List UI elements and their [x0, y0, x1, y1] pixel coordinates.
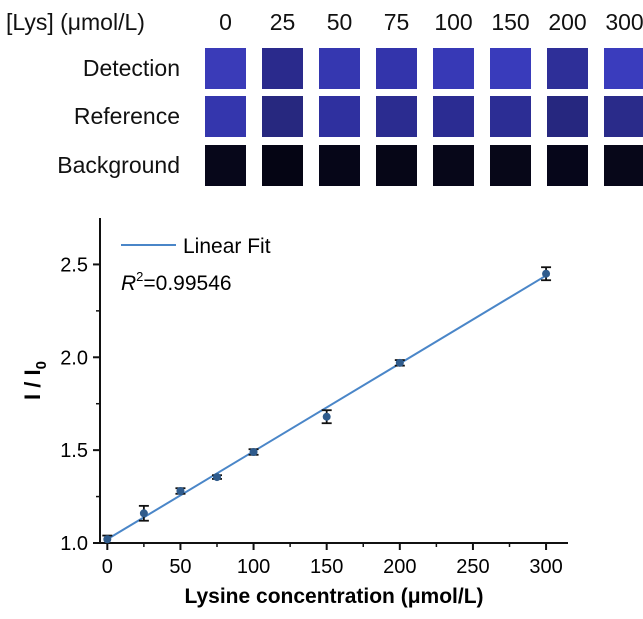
x-tick-label: 150 [310, 556, 343, 578]
r-squared-superscript: 2 [136, 269, 143, 284]
color-swatch [376, 96, 417, 137]
fit-line [106, 274, 547, 541]
data-point-group [541, 266, 552, 282]
data-point [395, 358, 404, 367]
x-axis-title: Lysine concentration (μmol/L) [184, 585, 483, 608]
color-swatch [604, 145, 643, 186]
color-swatch [376, 145, 417, 186]
color-swatch [433, 96, 474, 137]
concentration-label: 50 [326, 9, 353, 35]
r-squared-symbol: R [121, 272, 136, 295]
color-swatch [547, 145, 588, 186]
row-label: Background [57, 152, 180, 178]
color-swatch [319, 145, 360, 186]
colorimetric-strip: [Lys] (μmol/L) 0 25 50 75 100 150 200 300 Detec… [0, 0, 643, 200]
color-swatch [262, 145, 303, 186]
color-swatch [376, 48, 417, 89]
y-axis-title: I / I0 [20, 361, 50, 400]
color-swatch [604, 48, 643, 89]
color-swatch [490, 48, 531, 89]
data-point-group [102, 534, 113, 544]
data-point [542, 269, 551, 278]
color-swatch [604, 96, 643, 137]
color-swatch [205, 145, 246, 186]
legend-fit-label: Linear Fit [183, 235, 271, 258]
row-label: Detection [82, 55, 180, 81]
x-tick-label: 300 [529, 556, 562, 578]
data-point-group [212, 473, 222, 482]
color-swatch [490, 96, 531, 137]
color-swatch [262, 48, 303, 89]
color-swatch [433, 48, 474, 89]
color-swatch [262, 96, 303, 137]
concentration-label: 75 [383, 9, 410, 35]
color-swatch [547, 48, 588, 89]
data-point-group [175, 487, 186, 495]
data-point [322, 412, 331, 421]
r-squared-annotation: R2=0.99546 [121, 269, 232, 295]
concentration-label: 0 [219, 9, 232, 35]
y-axis-title-subscript: 0 [33, 361, 50, 369]
concentration-label: 150 [491, 9, 530, 35]
concentration-label: 100 [434, 9, 473, 35]
y-axis-title-main: I / I [20, 369, 45, 400]
fit-line-group [106, 274, 547, 541]
axes: 0 50 100 150 200 250 300 1.0 1.5 2.0 2.5 Lysine con… [20, 218, 568, 608]
color-swatch [547, 96, 588, 137]
data-point-group [394, 358, 405, 367]
color-swatch [319, 96, 360, 137]
concentration-label: 200 [548, 9, 587, 35]
calibration-chart: 0 50 100 150 200 250 300 1.0 1.5 2.0 2.5 Lysine con… [20, 218, 568, 608]
x-tick-label: 200 [383, 556, 416, 578]
data-point [103, 535, 112, 544]
x-tick-label: 100 [237, 556, 270, 578]
y-tick-label: 1.0 [60, 533, 88, 555]
data-point [249, 448, 258, 456]
color-swatch [319, 48, 360, 89]
concentration-label: 25 [269, 9, 296, 35]
data-point [139, 509, 148, 518]
color-swatch [433, 145, 474, 186]
concentration-label: 300 [605, 9, 643, 35]
x-tick-label: 250 [456, 556, 489, 578]
row-label: Reference [73, 103, 180, 129]
data-point-group [321, 409, 332, 425]
data-point [176, 487, 185, 495]
x-tick-label: 50 [169, 556, 191, 578]
y-tick-label: 2.0 [60, 347, 88, 369]
data-point-group [248, 448, 259, 456]
data-points [102, 266, 552, 544]
y-tick-label: 1.5 [60, 440, 88, 462]
data-point [213, 473, 221, 482]
color-swatch [205, 96, 246, 137]
r-squared-value: =0.99546 [143, 272, 231, 295]
data-point-group [138, 504, 149, 522]
color-swatch [490, 145, 531, 186]
concentration-header: [Lys] (μmol/L) [6, 9, 145, 35]
x-tick-label: 0 [102, 556, 113, 578]
color-swatch [205, 48, 246, 89]
legend: Linear Fit R2=0.99546 [121, 235, 271, 295]
y-tick-label: 2.5 [60, 254, 88, 276]
